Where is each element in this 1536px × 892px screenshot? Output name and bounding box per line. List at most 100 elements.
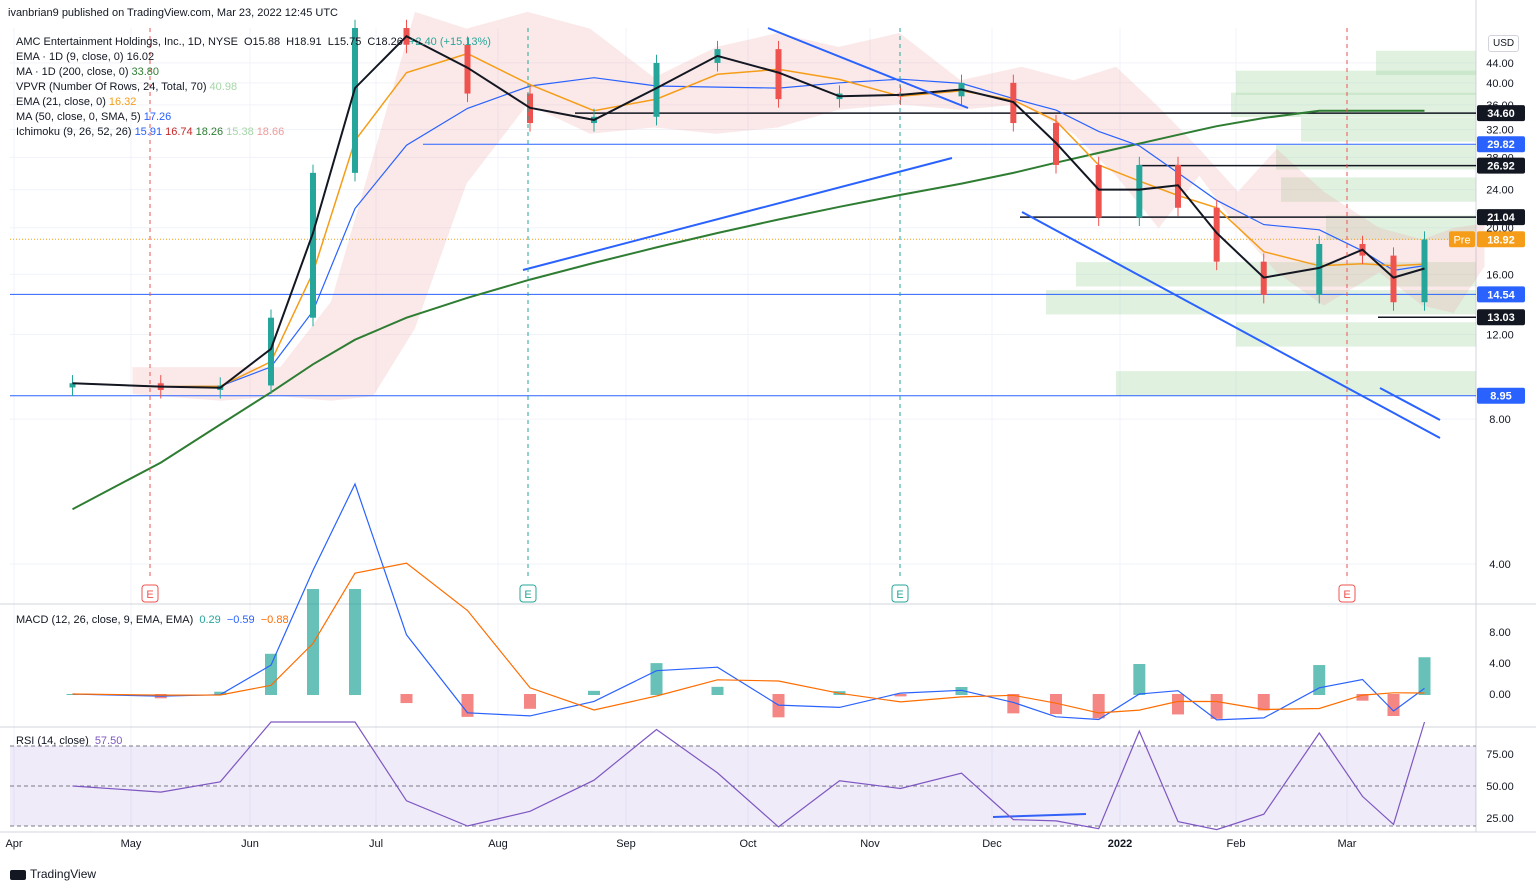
candle-body xyxy=(653,62,660,117)
macd-axis-label: 4.00 xyxy=(1489,658,1510,670)
symbol-legend: AMC Entertainment Holdings, Inc., 1D, NY… xyxy=(16,35,494,50)
vpvr-bar xyxy=(1301,117,1476,142)
candle-body xyxy=(1213,207,1220,262)
price-level-tag xyxy=(1477,286,1525,303)
price-axis-label: 4.00 xyxy=(1489,559,1510,571)
macd-histogram-bar xyxy=(955,687,968,695)
indicator-label: MA (50, close, 0, SMA, 5) xyxy=(16,111,141,123)
time-axis-label: Feb xyxy=(1227,838,1246,850)
price-level-tag xyxy=(1477,309,1525,326)
indicator-vpvr[interactable]: VPVR (Number Of Rows, 24, Total, 70) 40.9… xyxy=(16,80,494,95)
rsi-axis-label: 50.00 xyxy=(1486,781,1514,793)
change-value: +2.40 (+15.13%) xyxy=(408,36,491,48)
time-axis-label: Sep xyxy=(616,838,636,850)
price-level-label: 29.82 xyxy=(1487,139,1515,151)
macd-histogram-bar xyxy=(894,694,907,697)
trendline[interactable] xyxy=(767,27,969,109)
indicator-ichimoku[interactable]: Ichimoku (9, 26, 52, 26) 15.91 16.74 18.26 1… xyxy=(16,125,494,140)
current-price-tag xyxy=(1477,231,1525,248)
macd-hist-value: 0.29 xyxy=(199,614,221,626)
indicator-ema21[interactable]: EMA (21, close, 0) 16.32 xyxy=(16,95,494,110)
earnings-label: E xyxy=(146,589,153,601)
macd-histogram-bar xyxy=(1418,657,1431,695)
time-axis-label: Mar xyxy=(1338,838,1357,850)
indicator-ma200[interactable]: MA · 1D (200, close, 0) 33.80 xyxy=(16,65,494,80)
published-by: ivanbrian9 published on TradingView.com,… xyxy=(8,7,338,19)
trendline[interactable] xyxy=(1379,387,1441,421)
rsi-axis-label: 25.00 xyxy=(1486,813,1514,825)
earnings-label: E xyxy=(896,589,903,601)
rsi-value: 57.50 xyxy=(94,735,123,747)
vpvr-bar xyxy=(1281,177,1476,202)
macd-label: MACD (12, 26, close, 9, EMA, EMA) xyxy=(16,614,194,626)
indicator-ma50[interactable]: MA (50, close, 0, SMA, 5) 17.26 xyxy=(16,110,494,125)
macd-histogram-bar xyxy=(1092,694,1105,719)
price-axis-label: 32.00 xyxy=(1486,124,1514,136)
earnings-badge[interactable] xyxy=(141,584,159,603)
earnings-label: E xyxy=(524,589,531,601)
price-level-tag xyxy=(1477,387,1525,404)
macd-histogram-bar xyxy=(1356,694,1369,701)
currency-button[interactable]: USD xyxy=(1488,35,1520,52)
indicator-value: 18.66 xyxy=(256,126,285,138)
macd-histogram-bar xyxy=(1133,664,1146,695)
candle-body xyxy=(1136,164,1143,218)
indicator-value: 15.38 xyxy=(226,126,254,138)
rsi-legend[interactable]: RSI (14, close) 57.50 xyxy=(16,734,125,749)
vpvr-bar xyxy=(1116,371,1476,396)
indicator-value: 15.91 xyxy=(134,126,163,138)
indicator-label: MA · 1D (200, close, 0) xyxy=(16,66,129,78)
vpvr-bar xyxy=(1076,262,1476,287)
indicator-value: 16.32 xyxy=(108,96,137,108)
macd-histogram-bar xyxy=(1387,694,1400,716)
price-level-label: 21.04 xyxy=(1487,212,1515,224)
macd-histogram-bar xyxy=(1257,694,1270,711)
macd-histogram-bar xyxy=(400,694,413,704)
ema9-line xyxy=(72,34,1425,389)
tradingview-logo[interactable]: TradingView xyxy=(10,867,96,881)
earnings-badge[interactable] xyxy=(891,584,909,603)
time-axis-label: Dec xyxy=(982,838,1002,850)
ichimoku-cloud xyxy=(132,11,1485,401)
legend: AMC Entertainment Holdings, Inc., 1D, NY… xyxy=(16,35,494,140)
rsi-label: RSI (14, close) xyxy=(16,735,89,747)
trendline[interactable] xyxy=(522,157,953,271)
candle-body xyxy=(1316,243,1323,295)
candle-body xyxy=(1095,164,1102,218)
trendline[interactable] xyxy=(992,813,1087,818)
macd-histogram-bar xyxy=(1050,694,1062,715)
price-level-label: 26.92 xyxy=(1487,161,1515,173)
vpvr-bar xyxy=(1236,70,1476,96)
pre-market-badge xyxy=(1449,231,1475,248)
indicator-label: EMA (21, close, 0) xyxy=(16,96,106,108)
high-value: H18.91 xyxy=(286,36,322,48)
macd-histogram-bar xyxy=(524,694,536,709)
indicator-value: 16.74 xyxy=(165,126,193,138)
ma50-line xyxy=(72,77,1425,388)
time-axis-label: Aug xyxy=(488,838,508,850)
symbol-name[interactable]: AMC Entertainment Holdings, Inc., 1D, NY… xyxy=(16,36,238,48)
price-axis-label: 40.00 xyxy=(1486,78,1514,90)
indicator-label: Ichimoku (9, 26, 52, 26) xyxy=(16,126,132,138)
trendline[interactable] xyxy=(1021,211,1441,439)
price-level-label: 14.54 xyxy=(1487,289,1515,301)
candle-body xyxy=(352,28,358,173)
macd-legend[interactable]: MACD (12, 26, close, 9, EMA, EMA) 0.29 −… xyxy=(16,613,292,628)
time-axis-label: Jul xyxy=(369,838,383,850)
price-axis-label: 28.00 xyxy=(1486,152,1514,164)
time-axis-label: Nov xyxy=(860,838,880,850)
candle-body xyxy=(268,317,274,386)
price-axis-label: 44.00 xyxy=(1486,58,1514,70)
indicator-ema9[interactable]: EMA · 1D (9, close, 0) 16.02 xyxy=(16,50,494,65)
macd-axis-label: 8.00 xyxy=(1489,627,1510,639)
earnings-badge[interactable] xyxy=(1338,584,1356,603)
macd-histogram-bar xyxy=(461,694,474,717)
time-axis-label: Apr xyxy=(5,838,22,850)
vpvr-bar xyxy=(1376,50,1476,76)
earnings-badge[interactable] xyxy=(519,584,537,603)
current-price-label: 18.92 xyxy=(1487,234,1515,246)
candle-body xyxy=(1390,255,1397,303)
macd-histogram-bar xyxy=(349,589,361,695)
earnings-label: E xyxy=(1343,589,1350,601)
